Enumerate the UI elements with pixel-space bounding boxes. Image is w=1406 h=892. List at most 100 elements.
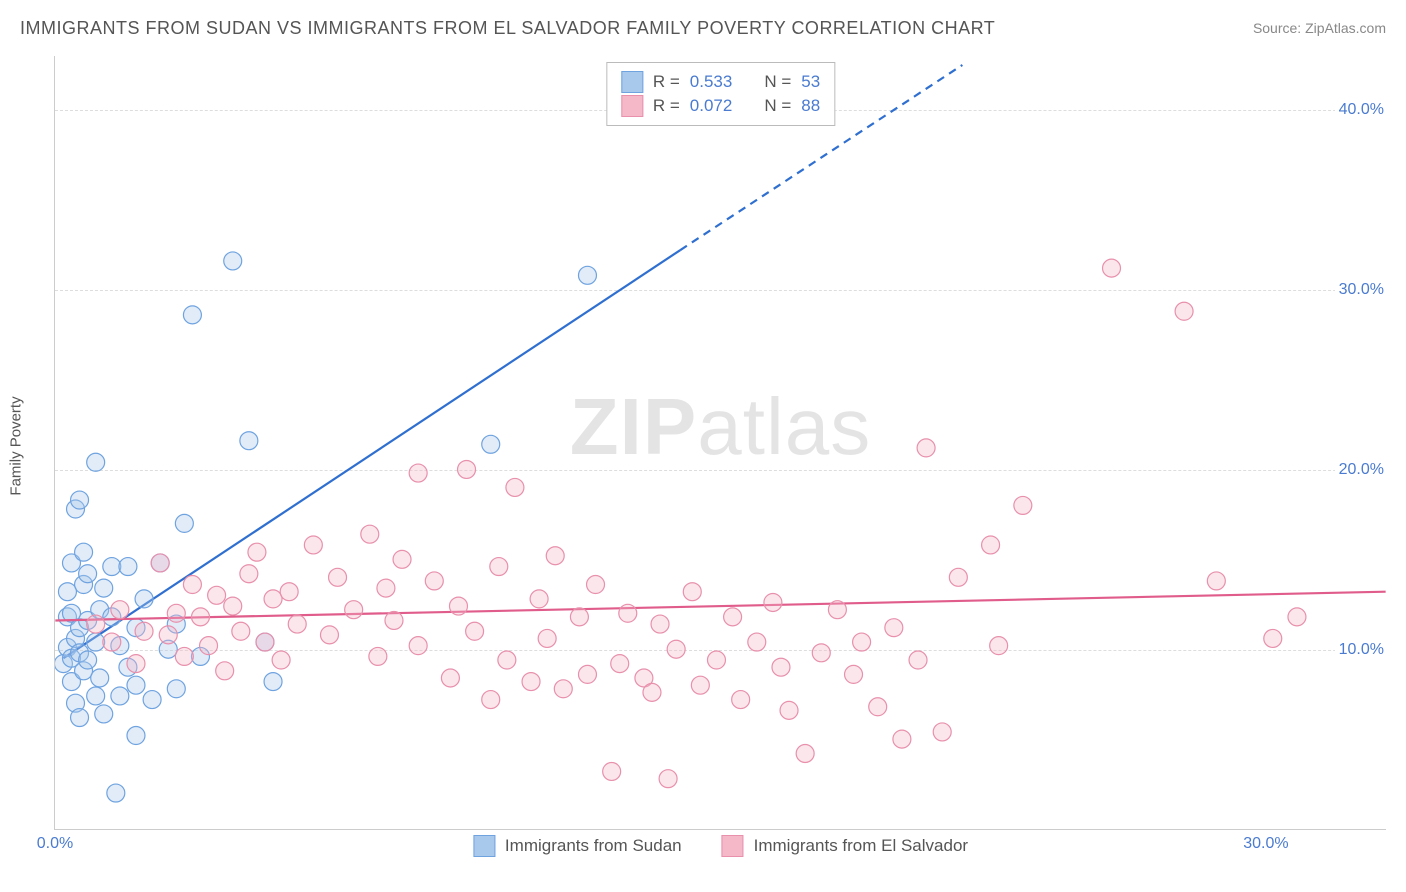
data-point bbox=[369, 647, 387, 665]
data-point bbox=[183, 576, 201, 594]
data-point bbox=[87, 633, 105, 651]
data-point bbox=[425, 572, 443, 590]
data-point bbox=[87, 615, 105, 633]
data-point bbox=[764, 594, 782, 612]
data-point bbox=[232, 622, 250, 640]
data-point bbox=[578, 665, 596, 683]
data-point bbox=[441, 669, 459, 687]
data-point bbox=[272, 651, 290, 669]
data-point bbox=[111, 601, 129, 619]
data-point bbox=[167, 680, 185, 698]
data-point bbox=[79, 651, 97, 669]
data-point bbox=[95, 705, 113, 723]
data-point bbox=[498, 651, 516, 669]
data-point bbox=[248, 543, 266, 561]
correlation-legend: R = 0.533 N = 53 R = 0.072 N = 88 bbox=[606, 62, 835, 126]
data-point bbox=[1288, 608, 1306, 626]
data-point bbox=[191, 608, 209, 626]
x-tick-label: 30.0% bbox=[1243, 835, 1288, 853]
data-point bbox=[828, 601, 846, 619]
data-point bbox=[264, 590, 282, 608]
data-point bbox=[603, 762, 621, 780]
data-point bbox=[885, 619, 903, 637]
data-point bbox=[1207, 572, 1225, 590]
data-point bbox=[812, 644, 830, 662]
data-point bbox=[103, 558, 121, 576]
data-point bbox=[707, 651, 725, 669]
data-point bbox=[119, 558, 137, 576]
swatch-elsalvador-bottom bbox=[722, 835, 744, 857]
data-point bbox=[95, 579, 113, 597]
swatch-elsalvador bbox=[621, 95, 643, 117]
chart-plot-area: ZIPatlas R = 0.533 N = 53 R = 0.072 N = … bbox=[54, 56, 1386, 830]
data-point bbox=[175, 647, 193, 665]
data-point bbox=[570, 608, 588, 626]
data-point bbox=[530, 590, 548, 608]
legend-item-sudan: Immigrants from Sudan bbox=[473, 835, 682, 857]
data-point bbox=[107, 784, 125, 802]
y-axis-label: Family Poverty bbox=[8, 396, 25, 495]
data-point bbox=[224, 597, 242, 615]
swatch-sudan bbox=[621, 71, 643, 93]
data-point bbox=[127, 655, 145, 673]
data-point bbox=[385, 611, 403, 629]
data-point bbox=[216, 662, 234, 680]
data-point bbox=[208, 586, 226, 604]
data-point bbox=[982, 536, 1000, 554]
data-point bbox=[71, 491, 89, 509]
data-point bbox=[482, 691, 500, 709]
source-attribution: Source: ZipAtlas.com bbox=[1253, 20, 1386, 36]
data-point bbox=[659, 770, 677, 788]
data-point bbox=[288, 615, 306, 633]
data-point bbox=[587, 576, 605, 594]
data-point bbox=[377, 579, 395, 597]
data-point bbox=[990, 637, 1008, 655]
data-point bbox=[506, 478, 524, 496]
data-point bbox=[893, 730, 911, 748]
data-point bbox=[58, 583, 76, 601]
data-point bbox=[691, 676, 709, 694]
data-point bbox=[482, 435, 500, 453]
data-point bbox=[345, 601, 363, 619]
series-legend: Immigrants from Sudan Immigrants from El… bbox=[473, 835, 968, 857]
data-point bbox=[135, 590, 153, 608]
data-point bbox=[933, 723, 951, 741]
chart-title: IMMIGRANTS FROM SUDAN VS IMMIGRANTS FROM… bbox=[20, 18, 995, 39]
data-point bbox=[1014, 496, 1032, 514]
data-point bbox=[683, 583, 701, 601]
trend-line bbox=[55, 592, 1385, 621]
data-point bbox=[79, 565, 97, 583]
data-point bbox=[917, 439, 935, 457]
data-point bbox=[91, 669, 109, 687]
data-point bbox=[651, 615, 669, 633]
data-point bbox=[643, 683, 661, 701]
data-point bbox=[240, 432, 258, 450]
data-point bbox=[127, 676, 145, 694]
data-point bbox=[75, 543, 93, 561]
trend-line bbox=[63, 250, 680, 658]
legend-row-elsalvador: R = 0.072 N = 88 bbox=[621, 95, 820, 117]
data-point bbox=[522, 673, 540, 691]
data-point bbox=[578, 266, 596, 284]
data-point bbox=[87, 687, 105, 705]
data-point bbox=[667, 640, 685, 658]
data-point bbox=[264, 673, 282, 691]
data-point bbox=[320, 626, 338, 644]
data-point bbox=[1264, 629, 1282, 647]
data-point bbox=[111, 687, 129, 705]
data-point bbox=[87, 453, 105, 471]
data-point bbox=[393, 550, 411, 568]
data-point bbox=[796, 745, 814, 763]
data-point bbox=[329, 568, 347, 586]
data-point bbox=[159, 626, 177, 644]
legend-item-elsalvador: Immigrants from El Salvador bbox=[722, 835, 968, 857]
data-point bbox=[280, 583, 298, 601]
data-point bbox=[127, 727, 145, 745]
data-point bbox=[167, 604, 185, 622]
plot-svg bbox=[55, 56, 1386, 829]
data-point bbox=[200, 637, 218, 655]
data-point bbox=[724, 608, 742, 626]
data-point bbox=[909, 651, 927, 669]
data-point bbox=[949, 568, 967, 586]
data-point bbox=[458, 460, 476, 478]
